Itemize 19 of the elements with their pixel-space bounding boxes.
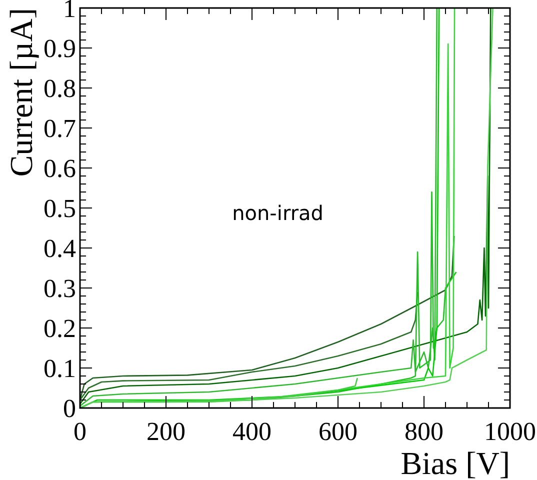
y-tick-label: 0.9 <box>44 34 76 63</box>
y-tick-label: 0.8 <box>44 74 76 103</box>
y-tick-label: 0.3 <box>44 274 76 303</box>
x-axis-title: Bias [V] <box>400 445 510 480</box>
x-tick-label: 400 <box>232 417 272 446</box>
x-tick-label: 200 <box>146 417 186 446</box>
x-tick-label: 800 <box>404 417 444 446</box>
x-tick-label: 1000 <box>484 417 536 446</box>
y-tick-label: 0.6 <box>44 154 76 183</box>
x-tick-label: 600 <box>318 417 358 446</box>
annotation: non-irrad <box>232 201 324 225</box>
y-tick-label: 1 <box>63 0 76 23</box>
y-axis-title: Current [µA] <box>3 8 39 177</box>
y-tick-label: 0.2 <box>44 314 76 343</box>
y-tick-label: 0.7 <box>44 114 76 143</box>
y-tick-label: 0 <box>63 394 76 423</box>
y-tick-label: 0.4 <box>44 234 76 263</box>
y-tick-label: 0.1 <box>44 354 76 383</box>
y-tick-label: 0.5 <box>44 194 76 223</box>
